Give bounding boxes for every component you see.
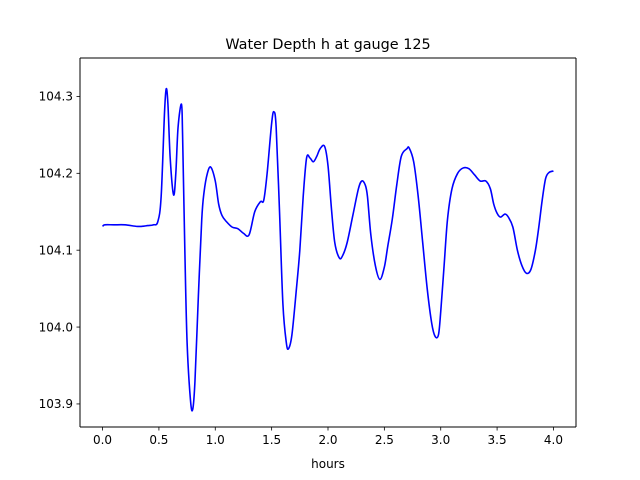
plot-area [80, 58, 576, 427]
y-tick-label: 103.9 [39, 397, 73, 411]
x-axis-ticks: 0.0 0.5 1.0 1.5 2.0 2.5 3.0 3.5 4.0 [93, 427, 563, 447]
x-tick-label: 3.5 [488, 433, 507, 447]
x-tick-label: 2.5 [375, 433, 394, 447]
x-tick-label: 3.0 [431, 433, 450, 447]
x-tick-label: 0.5 [149, 433, 168, 447]
y-tick-label: 104.2 [39, 167, 73, 181]
y-axis-ticks: 103.9 104.0 104.1 104.2 104.3 [39, 90, 80, 411]
chart-title: Water Depth h at gauge 125 [225, 37, 430, 53]
x-tick-label: 0.0 [93, 433, 112, 447]
axes-layer [79, 57, 577, 428]
series-line [101, 87, 554, 412]
y-tick-label: 104.3 [39, 90, 73, 104]
x-axis-label: hours [311, 457, 345, 471]
x-tick-label: 1.5 [262, 433, 281, 447]
y-tick-label: 104.1 [39, 243, 73, 257]
x-tick-label: 4.0 [544, 433, 563, 447]
series-layer [101, 87, 554, 412]
x-tick-label: 2.0 [318, 433, 337, 447]
x-tick-label: 1.0 [206, 433, 225, 447]
y-tick-label: 104.0 [39, 320, 73, 334]
